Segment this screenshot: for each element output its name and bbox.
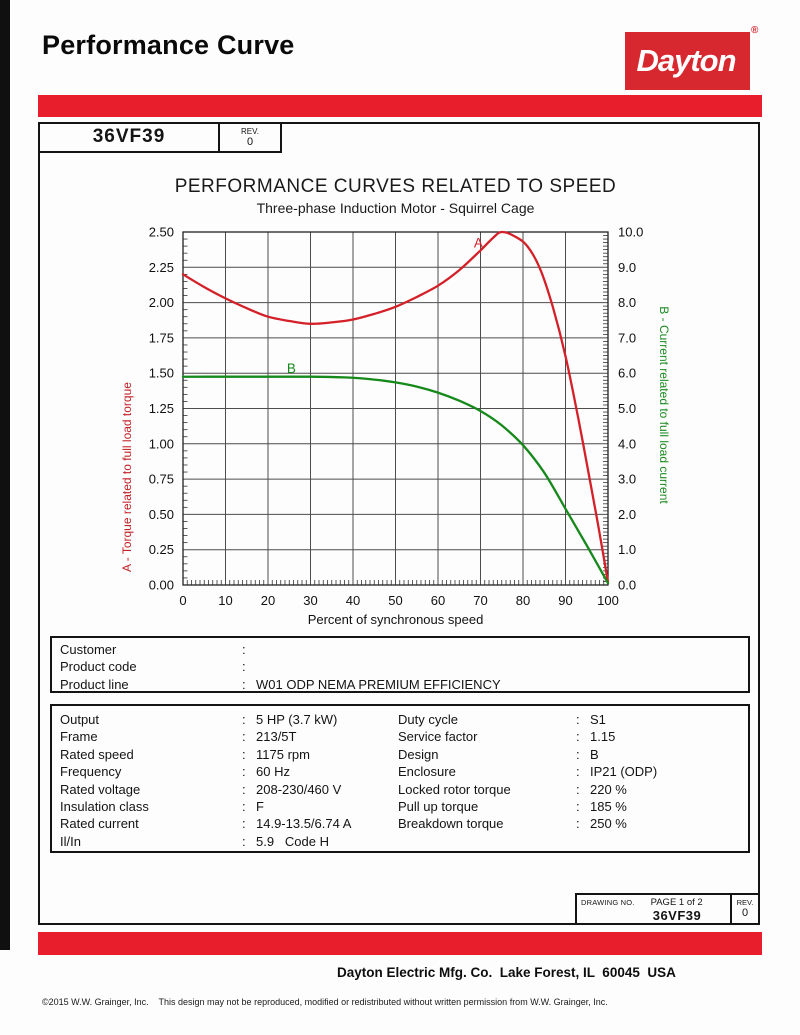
top-red-bar [38,95,762,117]
spec-label: Output [60,712,100,727]
spec-value: 220 % [590,781,627,797]
spec-label: Service factor [398,729,478,745]
spec-label: Frequency [60,764,122,780]
spec-row: Breakdown torque:250 % [398,815,657,832]
spec-row: Rated voltage:208-230/460 V [60,781,351,798]
spec-label: Frame [60,729,98,745]
separator: : [576,729,580,745]
spec-row: Frame:213/5T [60,728,351,745]
rev-cell: REV. 0 [218,124,280,151]
spec-label: Enclosure [398,764,456,780]
spec-value: B [590,746,599,762]
separator: : [242,746,246,762]
part-number: 36VF39 [92,126,166,147]
spec-column-right: Duty cycle: S1 Service factor:1.15 Design… [398,711,657,833]
separator: : [576,799,580,815]
info-label: Product code [60,659,137,675]
spec-row: Rated current:14.9-13.5/6.74 A [60,815,351,832]
separator: : [242,833,246,849]
registered-trademark-icon: ® [751,25,759,36]
spec-label: Rated speed [60,746,134,762]
separator: : [242,659,246,675]
spec-label: Breakdown torque [398,816,504,832]
spec-row: Locked rotor torque:220 % [398,781,657,798]
spec-row: Duty cycle: S1 [398,711,657,728]
separator: : [242,799,246,815]
dayton-logo: Dayton [625,32,750,90]
spec-label: Rated voltage [60,781,141,797]
spec-label: Il/In [60,833,81,849]
spec-label: Pull up torque [398,799,479,815]
drawing-number: 36VF39 [652,908,702,923]
spec-row: Pull up torque:185 % [398,798,657,815]
spec-column-left: Output:5 HP (3.7 kW) Frame:213/5T Rated … [60,711,351,850]
info-row: Product code: [60,658,748,675]
separator: : [242,676,246,692]
spec-label: Duty cycle [398,712,458,727]
drawing-rev-value: 0 [741,907,749,919]
spec-row: Insulation class: F [60,798,351,815]
spec-value: 5 HP (3.7 kW) [256,712,338,727]
separator: : [242,729,246,745]
drawing-number-box: DRAWING NO. PAGE 1 of 2 36VF39 REV. 0 [575,893,760,925]
spec-value: 185 % [590,799,627,815]
separator: : [242,764,246,780]
rev-value: 0 [246,136,254,148]
spec-value: 1175 rpm [256,746,310,762]
spec-row: Rated speed:1175 rpm [60,746,351,763]
spec-value: 250 % [590,816,627,832]
rev-label: REV. [241,127,259,136]
drawing-rev-cell: REV. 0 [730,895,758,923]
spec-value: 208-230/460 V [256,781,342,797]
spec-row: Il/In:5.9 Code H [60,833,351,850]
spec-row: Design: B [398,746,657,763]
spec-value: S1 [590,712,606,727]
separator: : [576,764,580,780]
main-border-box [38,122,760,925]
drawing-no-label: DRAWING NO. [581,898,635,907]
copyright-line: ©2015 W.W. Grainger, Inc. This design ma… [42,997,608,1007]
spec-row: Enclosure: IP21 (ODP) [398,763,657,780]
separator: : [242,642,246,657]
spec-value: 213/5T [256,729,297,745]
part-number-strip: 36VF39 REV. 0 [38,122,282,153]
spec-label: Insulation class [60,799,149,815]
info-label: Product line [60,676,129,692]
customer-info-box: Customer: Product code: Product line: W01… [50,636,750,693]
drawing-number-cell: DRAWING NO. PAGE 1 of 2 36VF39 [577,895,730,923]
spec-row: Service factor:1.15 [398,728,657,745]
info-row: Customer: [60,641,748,658]
separator: : [242,781,246,797]
info-row: Product line: W01 ODP NEMA PREMIUM EFFICI… [60,676,748,693]
spec-label: Locked rotor torque [398,781,511,797]
spec-value: 60 Hz [256,764,290,780]
info-value: W01 ODP NEMA PREMIUM EFFICIENCY [256,676,501,692]
info-label: Customer [60,642,117,657]
spec-value: 14.9-13.5/6.74 A [256,816,352,832]
spec-row: Output:5 HP (3.7 kW) [60,711,351,728]
spec-value: 5.9 Code H [256,833,329,849]
spec-value: F [256,799,264,815]
dayton-logo-text: Dayton [636,43,736,78]
drawing-rev-label: REV. [736,898,754,907]
spec-row: Frequency:60 Hz [60,763,351,780]
bottom-red-bar [38,932,762,955]
document-title: Performance Curve [42,30,295,60]
separator: : [242,712,246,727]
spec-value: 1.15 [590,729,616,745]
separator: : [576,746,580,762]
separator: : [576,712,580,727]
page-indicator: PAGE 1 of 2 [650,897,703,908]
separator: : [576,781,580,797]
company-address: Dayton Electric Mfg. Co. Lake Forest, IL… [337,965,676,980]
separator: : [576,816,580,832]
page-edge-stripe [0,0,10,950]
spec-label: Design [398,746,439,762]
spec-value: IP21 (ODP) [590,764,658,780]
separator: : [242,816,246,832]
spec-label: Rated current [60,816,139,832]
motor-spec-box: Output:5 HP (3.7 kW) Frame:213/5T Rated … [50,704,750,853]
